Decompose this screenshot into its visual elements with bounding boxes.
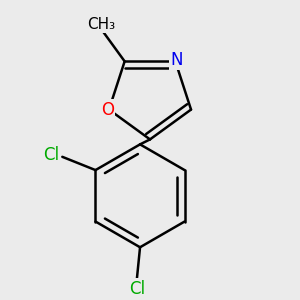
Text: O: O: [101, 100, 114, 118]
Text: Cl: Cl: [43, 146, 59, 164]
Text: CH₃: CH₃: [87, 16, 115, 32]
Text: N: N: [171, 51, 183, 69]
Text: Cl: Cl: [129, 280, 145, 298]
